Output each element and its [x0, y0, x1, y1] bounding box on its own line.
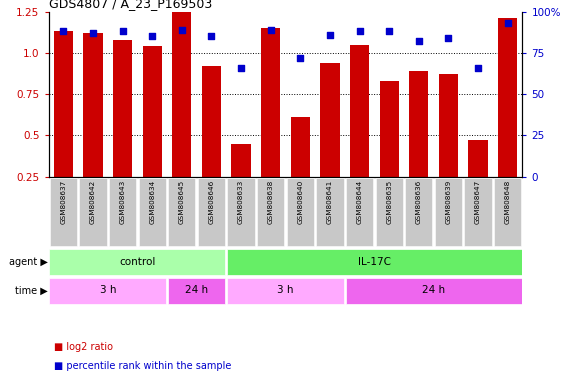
Bar	[405, 178, 432, 246]
Bar	[409, 71, 428, 218]
Bar	[50, 178, 77, 246]
Text: GSM808637: GSM808637	[61, 180, 66, 224]
Bar	[109, 178, 136, 246]
Bar	[79, 178, 107, 246]
Text: GSM808640: GSM808640	[297, 180, 303, 224]
Point	[473, 65, 482, 71]
Text: 24 h: 24 h	[422, 285, 445, 295]
Point	[89, 30, 98, 36]
Bar	[50, 278, 166, 304]
Bar	[468, 140, 488, 218]
Bar	[257, 178, 284, 246]
Text: GSM808646: GSM808646	[208, 180, 215, 224]
Text: GSM808645: GSM808645	[179, 180, 185, 224]
Bar	[350, 45, 369, 218]
Point	[266, 26, 275, 33]
Bar	[139, 178, 166, 246]
Point	[444, 35, 453, 41]
Text: IL-17C: IL-17C	[358, 257, 391, 266]
Text: GSM808633: GSM808633	[238, 180, 244, 224]
Bar	[287, 178, 314, 246]
Bar	[435, 178, 462, 246]
Bar	[227, 249, 521, 275]
Bar	[498, 18, 517, 218]
Text: ■ percentile rank within the sample: ■ percentile rank within the sample	[54, 361, 232, 371]
Point	[503, 20, 512, 26]
Bar	[113, 40, 132, 218]
Text: GSM808644: GSM808644	[356, 180, 363, 224]
Text: control: control	[119, 257, 155, 266]
Point	[296, 55, 305, 61]
Bar	[494, 178, 521, 246]
Bar	[50, 249, 226, 275]
Bar	[316, 178, 344, 246]
Text: GDS4807 / A_23_P169503: GDS4807 / A_23_P169503	[49, 0, 212, 10]
Point	[59, 28, 68, 35]
Bar	[346, 178, 373, 246]
Point	[414, 38, 423, 44]
Text: GSM808647: GSM808647	[475, 180, 481, 224]
Point	[325, 31, 335, 38]
Point	[385, 28, 394, 35]
Bar	[464, 178, 492, 246]
Bar	[227, 178, 255, 246]
Bar	[261, 28, 280, 218]
Bar	[439, 74, 458, 218]
Bar	[168, 278, 226, 304]
Text: GSM808641: GSM808641	[327, 180, 333, 224]
Bar	[83, 33, 103, 218]
Point	[236, 65, 246, 71]
Text: ■ log2 ratio: ■ log2 ratio	[54, 342, 113, 352]
Text: GSM808635: GSM808635	[386, 180, 392, 224]
Text: GSM808634: GSM808634	[149, 180, 155, 224]
Point	[118, 28, 127, 35]
Bar	[291, 117, 310, 218]
Text: GSM808643: GSM808643	[119, 180, 126, 224]
Text: GSM808638: GSM808638	[268, 180, 274, 224]
Bar	[54, 31, 73, 218]
Text: 3 h: 3 h	[278, 285, 293, 295]
Point	[355, 28, 364, 35]
Bar	[227, 278, 344, 304]
Point	[177, 26, 186, 33]
Bar	[202, 66, 221, 218]
Bar	[143, 46, 162, 218]
Text: GSM808636: GSM808636	[416, 180, 422, 224]
Bar	[320, 63, 340, 218]
Text: 24 h: 24 h	[185, 285, 208, 295]
Bar	[345, 278, 521, 304]
Bar	[168, 178, 195, 246]
Point	[148, 33, 157, 39]
Text: 3 h: 3 h	[99, 285, 116, 295]
Bar	[198, 178, 225, 246]
Text: agent ▶: agent ▶	[9, 257, 47, 267]
Bar	[376, 178, 403, 246]
Text: GSM808642: GSM808642	[90, 180, 96, 224]
Text: time ▶: time ▶	[15, 286, 47, 296]
Text: GSM808639: GSM808639	[445, 180, 452, 224]
Bar	[231, 144, 251, 218]
Bar	[380, 81, 399, 218]
Point	[207, 33, 216, 39]
Text: GSM808648: GSM808648	[505, 180, 510, 224]
Bar	[172, 12, 191, 218]
